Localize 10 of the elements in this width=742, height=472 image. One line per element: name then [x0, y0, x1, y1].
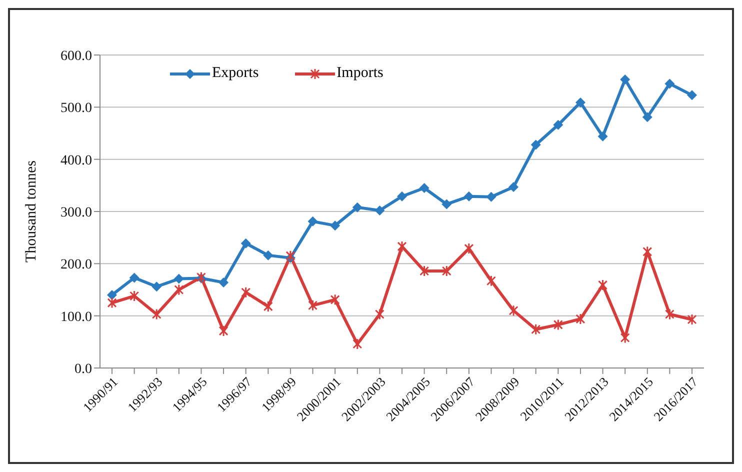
y-tick-label: 200.0 — [60, 258, 92, 273]
y-tick-label: 300.0 — [60, 205, 92, 220]
legend-label: Exports — [212, 65, 259, 82]
y-tick-label: 0.0 — [74, 362, 92, 377]
y-tick-label: 400.0 — [60, 153, 92, 168]
legend-label: Imports — [336, 65, 384, 82]
y-tick-label: 600.0 — [60, 48, 92, 64]
y-tick-label: 500.0 — [60, 101, 92, 116]
y-tick-label: 100.0 — [60, 310, 92, 325]
y-axis-title: Thousand tonnes — [23, 160, 40, 263]
